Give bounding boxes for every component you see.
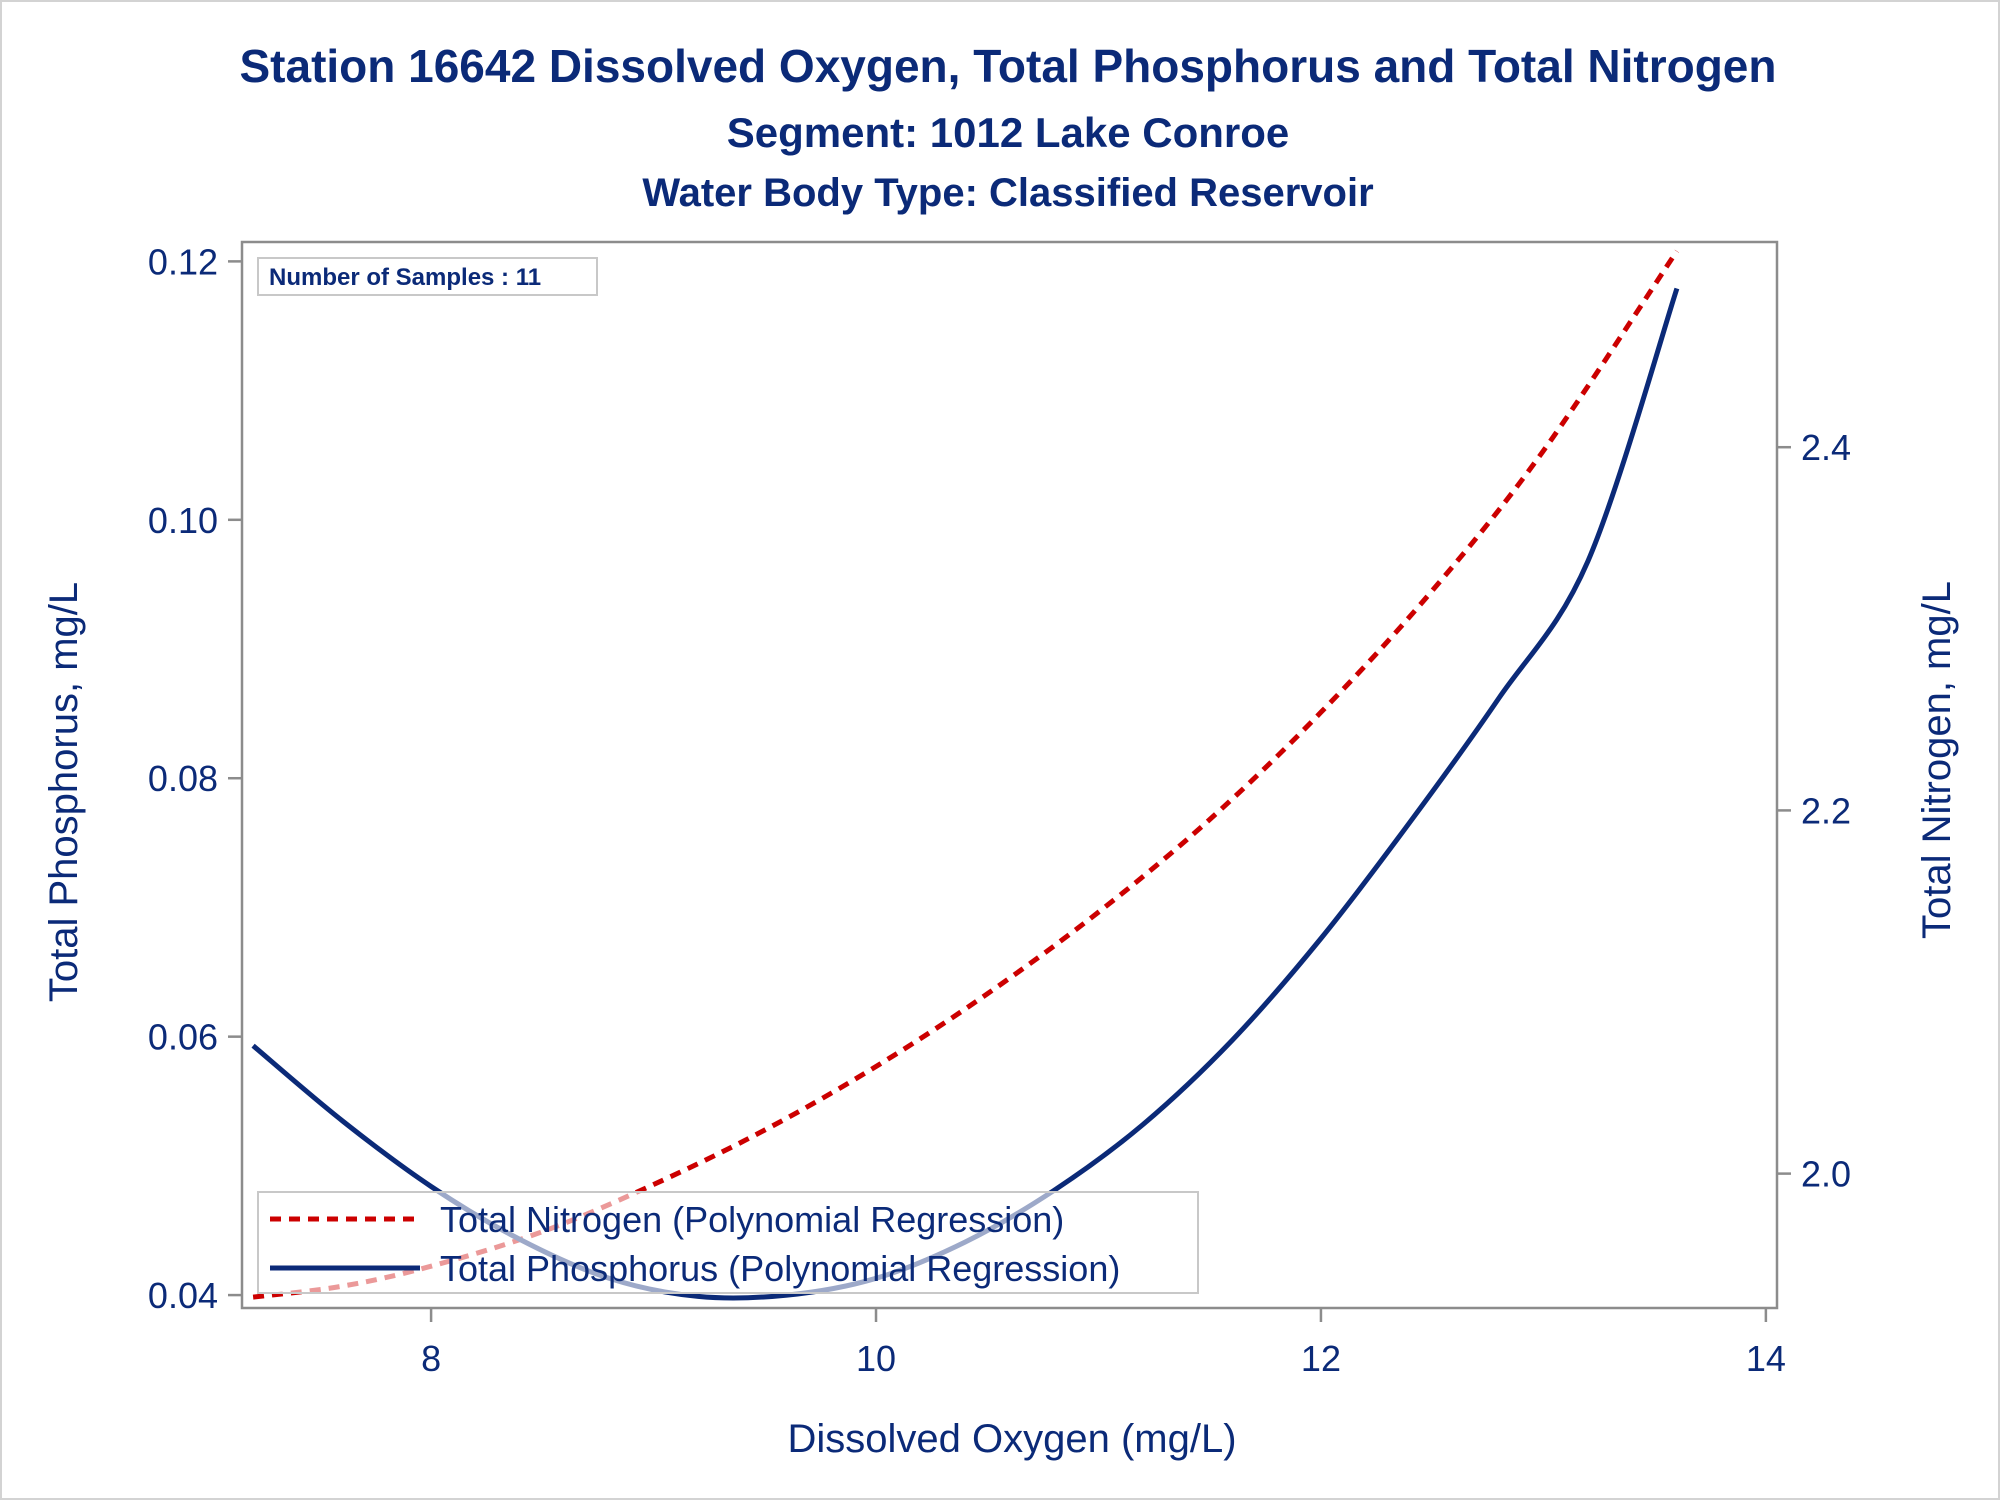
x-tick-label: 14 — [1746, 1338, 1786, 1379]
series-line-nitrogen — [252, 249, 1679, 1300]
y-axis-left-label: Total Phosphorus, mg/L — [42, 582, 86, 1002]
samples-inset-label: Number of Samples : 11 — [269, 264, 541, 291]
y-left-tick-label: 0.12 — [148, 241, 218, 282]
x-tick-label: 10 — [856, 1338, 896, 1379]
y-axis-right-label: Total Nitrogen, mg/L — [1915, 581, 1959, 939]
x-axis: 8 10 12 14 — [421, 1308, 1786, 1379]
chart-subtitle-2: Water Body Type: Classified Reservoir — [642, 171, 1373, 215]
series-line-phosphorus — [251, 287, 1680, 1301]
y-right-tick-label: 2.2 — [1801, 790, 1851, 831]
y-left-tick-label: 0.04 — [148, 1275, 218, 1316]
y-axis-left: 0.04 0.06 0.08 0.10 0.12 — [148, 241, 242, 1316]
samples-inset-box — [257, 257, 598, 296]
legend-label-phosphorus: Total Phosphorus (Polynomial Regression) — [440, 1248, 1120, 1289]
x-tick-label: 8 — [421, 1338, 441, 1379]
chart-subtitle: Segment: 1012 Lake Conroe — [727, 109, 1290, 156]
y-left-tick-label: 0.10 — [148, 500, 218, 541]
series-layer — [251, 249, 1680, 1301]
plot-area-frame — [240, 240, 1779, 1310]
legend-label-nitrogen: Total Nitrogen (Polynomial Regression) — [440, 1199, 1064, 1240]
samples-inset: Number of Samples : 11 — [257, 257, 598, 296]
x-tick-label: 12 — [1301, 1338, 1341, 1379]
x-axis-label: Dissolved Oxygen (mg/L) — [787, 1417, 1236, 1461]
chart-title: Station 16642 Dissolved Oxygen, Total Ph… — [239, 40, 1776, 92]
y-right-tick-label: 2.4 — [1801, 427, 1851, 468]
y-left-tick-label: 0.06 — [148, 1017, 218, 1058]
legend-box — [257, 1191, 1199, 1294]
legend: Total Nitrogen (Polynomial Regression) T… — [257, 1191, 1199, 1294]
y-left-tick-label: 0.08 — [148, 758, 218, 799]
y-axis-right: 2.0 2.2 2.4 — [1777, 427, 1851, 1195]
y-right-tick-label: 2.0 — [1801, 1154, 1851, 1195]
